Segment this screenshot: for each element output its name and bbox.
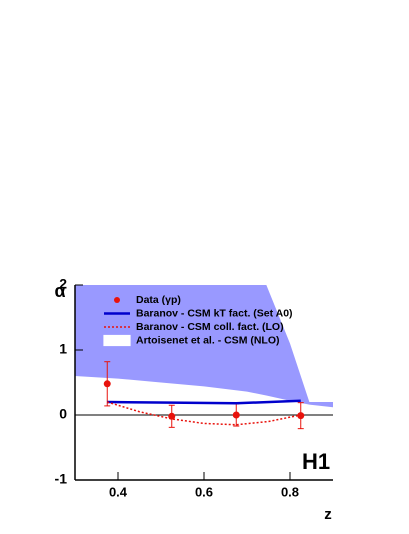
band	[75, 285, 333, 408]
y-tick-label: 1	[59, 341, 67, 357]
data-point	[103, 380, 111, 388]
y-tick-label: 2	[59, 276, 67, 292]
x-tick-label: 0.6	[195, 484, 213, 499]
x-tick-label: 0.4	[109, 484, 128, 499]
legend-marker	[114, 297, 120, 303]
y-tick-label: -1	[55, 471, 68, 487]
legend-label: Baranov - CSM kT fact. (Set A0)	[136, 307, 293, 319]
legend-label: Baranov - CSM coll. fact. (LO)	[136, 321, 284, 333]
legend-label: Artoisenet et al. - CSM (NLO)	[136, 334, 280, 346]
legend-label: Data (γp)	[136, 294, 181, 306]
y-axis-label: α	[54, 281, 65, 301]
y-tick-label: 0	[59, 406, 67, 422]
line	[107, 399, 301, 405]
plot-area	[75, 285, 333, 408]
x-tick-label: 0.8	[281, 484, 299, 499]
legend-marker	[103, 334, 131, 347]
annotation: H1	[302, 449, 330, 474]
data-point	[232, 411, 240, 419]
dotted-line	[107, 401, 301, 426]
x-axis-label: z	[324, 506, 332, 523]
